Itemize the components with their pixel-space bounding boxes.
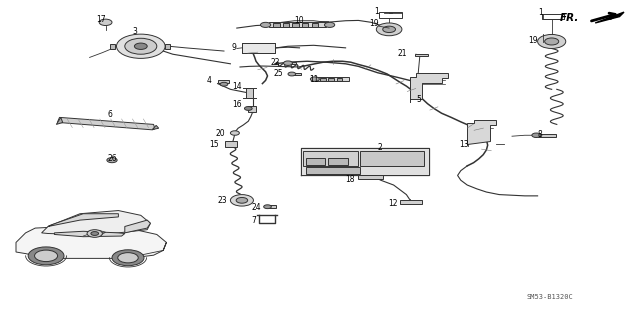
Polygon shape: [58, 117, 155, 130]
Polygon shape: [410, 73, 448, 102]
Circle shape: [220, 82, 228, 86]
Bar: [328, 78, 334, 81]
Text: 19: 19: [528, 36, 538, 45]
Circle shape: [310, 77, 319, 81]
Text: 24: 24: [252, 204, 261, 212]
Bar: [320, 78, 326, 81]
Bar: [302, 23, 308, 27]
Polygon shape: [317, 77, 349, 81]
Bar: [328, 158, 348, 165]
Bar: [273, 23, 280, 27]
Text: 9: 9: [232, 43, 237, 52]
Polygon shape: [289, 62, 296, 64]
Bar: [337, 78, 342, 81]
Polygon shape: [48, 214, 118, 226]
Text: 4: 4: [206, 76, 211, 85]
Circle shape: [116, 34, 165, 58]
Bar: [306, 158, 325, 165]
Polygon shape: [538, 134, 556, 137]
Polygon shape: [246, 88, 253, 98]
Text: 6: 6: [108, 110, 113, 119]
Circle shape: [324, 22, 335, 27]
Polygon shape: [125, 220, 150, 233]
Polygon shape: [467, 120, 496, 144]
Bar: [225, 141, 237, 147]
Circle shape: [230, 195, 253, 206]
Bar: [312, 23, 318, 27]
Circle shape: [244, 107, 252, 110]
Text: 5: 5: [416, 95, 421, 104]
Polygon shape: [269, 22, 326, 27]
Text: 21: 21: [397, 49, 407, 58]
Circle shape: [288, 72, 296, 76]
Circle shape: [236, 197, 248, 203]
Polygon shape: [42, 211, 150, 234]
Polygon shape: [248, 106, 256, 112]
Polygon shape: [269, 205, 276, 208]
Bar: [292, 23, 299, 27]
Circle shape: [99, 19, 112, 26]
Polygon shape: [400, 200, 422, 204]
Polygon shape: [110, 44, 115, 49]
Text: 14: 14: [232, 82, 242, 91]
Bar: [283, 23, 289, 27]
Text: 15: 15: [209, 140, 219, 149]
Circle shape: [125, 38, 157, 54]
Circle shape: [28, 247, 64, 265]
Text: 3: 3: [132, 27, 137, 36]
Text: 19: 19: [369, 19, 379, 28]
Text: 26: 26: [108, 154, 117, 163]
Text: 23: 23: [218, 197, 227, 205]
Text: FR.: FR.: [560, 12, 579, 23]
Polygon shape: [152, 125, 159, 130]
Circle shape: [112, 250, 144, 266]
Text: 20: 20: [216, 129, 225, 138]
Circle shape: [383, 26, 396, 33]
Polygon shape: [56, 117, 63, 124]
Polygon shape: [595, 12, 624, 23]
Circle shape: [230, 131, 239, 135]
Circle shape: [538, 34, 566, 48]
Circle shape: [35, 250, 58, 262]
Text: 25: 25: [274, 69, 284, 78]
Circle shape: [264, 205, 271, 209]
Text: 22: 22: [271, 58, 280, 67]
Text: 12: 12: [388, 199, 398, 208]
Bar: [360, 151, 424, 166]
Circle shape: [118, 253, 138, 263]
Polygon shape: [54, 231, 125, 237]
Circle shape: [376, 23, 402, 36]
Text: 2: 2: [378, 143, 383, 152]
Bar: [306, 167, 360, 174]
Text: 13: 13: [459, 140, 468, 149]
Bar: [301, 148, 429, 175]
Polygon shape: [358, 175, 383, 179]
Polygon shape: [218, 80, 229, 83]
Polygon shape: [415, 54, 428, 56]
Circle shape: [134, 43, 147, 49]
Bar: [242, 43, 275, 53]
Text: 16: 16: [232, 100, 242, 109]
Text: 17: 17: [96, 15, 106, 24]
Polygon shape: [165, 44, 170, 49]
Text: 7: 7: [251, 216, 256, 225]
Text: 1: 1: [374, 7, 379, 16]
Bar: [303, 151, 358, 166]
Circle shape: [107, 158, 117, 163]
Circle shape: [87, 230, 102, 237]
Polygon shape: [293, 73, 301, 75]
Circle shape: [284, 61, 292, 65]
Polygon shape: [16, 226, 166, 258]
Circle shape: [91, 232, 99, 235]
Text: 8: 8: [538, 130, 543, 139]
Text: 18: 18: [346, 175, 355, 184]
Text: SM53-B1320C: SM53-B1320C: [526, 294, 573, 300]
Text: 10: 10: [294, 16, 304, 25]
Circle shape: [532, 133, 541, 137]
Text: 1: 1: [538, 8, 543, 17]
Circle shape: [260, 22, 271, 27]
Text: 11: 11: [309, 75, 319, 84]
Circle shape: [545, 38, 559, 45]
